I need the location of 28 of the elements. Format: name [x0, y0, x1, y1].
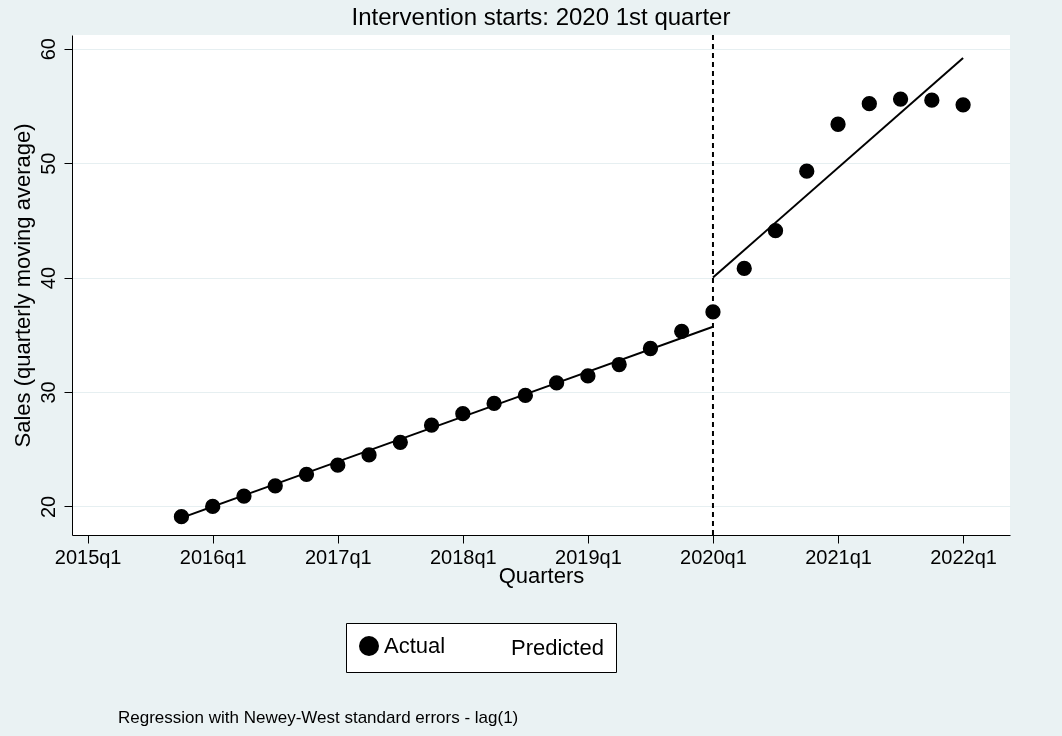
point [924, 92, 940, 108]
point [736, 260, 752, 277]
point [892, 91, 909, 107]
y-tick-label: 50 [36, 152, 59, 175]
y-tick-label: 20 [36, 495, 59, 519]
x-tick-label: 2018q1 [429, 545, 497, 568]
x-tick-label: 2016q1 [179, 545, 247, 568]
y-tick-label: 60 [36, 38, 59, 61]
text: Predicted [511, 634, 604, 660]
x-tick-label: 2020q1 [680, 545, 747, 568]
text: Regression with Newey-West standard errors - lag(1) [118, 708, 519, 728]
chart-title: Intervention starts: 2020 1st quarter [351, 3, 731, 30]
y-axis-title: Sales (quarterly moving average) [9, 123, 35, 448]
x-tick-label: 2019q1 [555, 545, 622, 568]
x-tick-label: 2015q1 [54, 545, 122, 568]
point [767, 223, 784, 239]
point [799, 163, 815, 179]
x-tick-label: 2021q1 [805, 545, 872, 568]
y-tick-label: 30 [36, 381, 59, 404]
point [173, 509, 190, 525]
y-tick-label: 40 [36, 266, 59, 290]
x-tick-label: 2017q1 [304, 545, 372, 568]
point [861, 96, 877, 112]
point [955, 97, 971, 113]
legend-label: Actual [384, 633, 446, 658]
x-tick-label: 2022q1 [930, 545, 997, 568]
point [830, 116, 846, 132]
point [674, 323, 690, 339]
